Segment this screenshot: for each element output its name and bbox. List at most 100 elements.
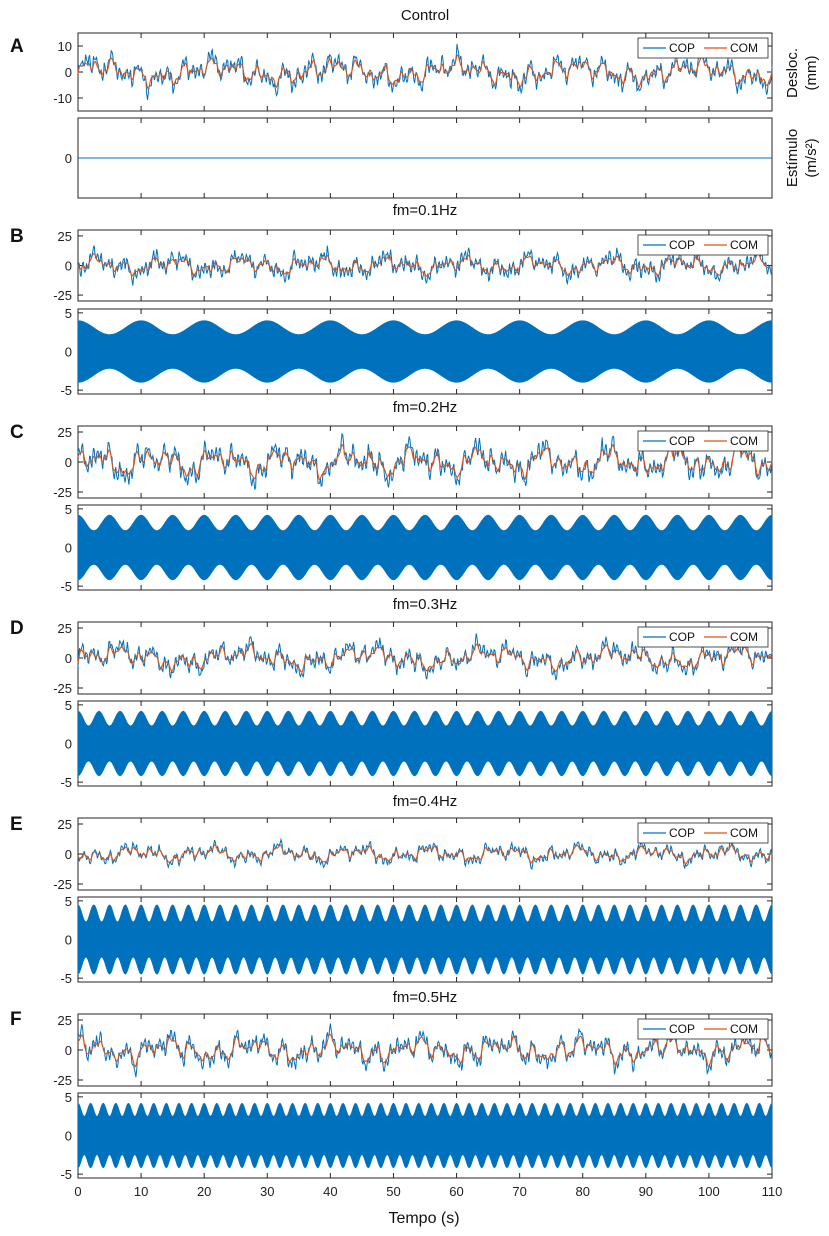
panel-a-displacement-ytick-label: -10 — [53, 91, 72, 106]
panel-c-stimulus-ytick-label: -5 — [60, 579, 72, 594]
panel-d-displacement-ytick-label: -25 — [53, 681, 72, 696]
panel-f-stimulus-envelope — [77, 1102, 773, 1169]
panel-f-displacement-ytick-label: -25 — [53, 1073, 72, 1088]
panel-e-displacement-ytick-label: -25 — [53, 877, 72, 892]
panel-d-stimulus-ytick-label: -5 — [60, 775, 72, 790]
panel-b-displacement-ytick-label: -25 — [53, 288, 72, 303]
panel-b-cop-line — [77, 240, 773, 286]
panel-b-displacement-axes: 25 0 -25 COP COM — [53, 229, 773, 303]
x-tick-label: 100 — [698, 1184, 720, 1199]
y-label-estimulo: Estímulo — [784, 129, 801, 187]
panel-b-com-line — [77, 251, 773, 277]
panel-a-stimulus-ytick-label: 0 — [65, 151, 72, 166]
panel-d-displacement-ytick-label: 25 — [58, 621, 72, 636]
panel-a-legend-box — [637, 37, 769, 59]
panel-e-label: E — [10, 814, 23, 835]
panel-f-displacement-ytick-label: 25 — [58, 1013, 72, 1028]
panel-b-label: B — [10, 226, 24, 247]
x-axis-ticklabels: 0 10 20 30 40 50 60 70 80 90 100 110 — [74, 1184, 782, 1199]
panel-c-legend-cop-label: COP — [669, 434, 695, 448]
y-label-desloc: Desloc. — [784, 48, 801, 98]
panel-b-legend-com-label: COM — [730, 238, 758, 252]
panel-b-stimulus-ytick-label: 5 — [65, 306, 72, 321]
panel-d-stimulus-ytick-label: 0 — [65, 737, 72, 752]
panel-e-stimulus-ytick-label: 5 — [65, 894, 72, 909]
panel-a-displacement-ytick-label: 10 — [58, 39, 72, 54]
panel-d-legend-box — [637, 626, 769, 648]
panel-c-displacement-ytick-label: 25 — [58, 425, 72, 440]
x-tick-label: 30 — [260, 1184, 274, 1199]
panel-c-displacement-axes: 25 0 -25 COP COM — [53, 425, 773, 500]
panel-c-title: fm=0.2Hz — [393, 399, 458, 416]
panel-f-displacement-axes: 25 0 -25 COP COM — [53, 1013, 773, 1088]
x-tick-label: 80 — [575, 1184, 589, 1199]
panel-d-stimulus-axes: 5 0 -5 — [60, 698, 773, 790]
y-label-ms2: (m/s²) — [803, 138, 820, 177]
x-tick-label: 40 — [323, 1184, 337, 1199]
panel-a-legend: COP COM — [637, 37, 769, 59]
panel-c-label: C — [10, 422, 24, 443]
panel-c-stimulus-ytick-label: 0 — [65, 541, 72, 556]
panel-a-stimulus-axes: 0 — [65, 117, 773, 199]
panel-e-stimulus-envelope — [77, 904, 773, 975]
panel-f-stimulus-ytick-label: -5 — [60, 1167, 72, 1182]
panel-d-displacement-ytick-label: 0 — [65, 651, 72, 666]
panel-e-stimulus-axes: 5 0 -5 — [60, 894, 773, 986]
panel-b-stimulus-ytick-label: -5 — [60, 383, 72, 398]
panel-f-legend: COP COM — [637, 1018, 769, 1040]
panel-f-legend-com-label: COM — [730, 1022, 758, 1036]
panel-d-stimulus-envelope — [77, 710, 773, 777]
panel-d-cop-line — [77, 633, 773, 681]
panel-e-legend-com-label: COM — [730, 826, 758, 840]
panel-c-stimulus-axes: 5 0 -5 — [60, 502, 773, 594]
panel-a-cop-line — [77, 43, 773, 100]
panel-e-legend-cop-label: COP — [669, 826, 695, 840]
panel-f-legend-box — [637, 1018, 769, 1040]
panel-b-displacement-ytick-label: 25 — [58, 229, 72, 244]
panel-d-label: D — [10, 618, 24, 639]
panel-c-legend-box — [637, 430, 769, 452]
y-label-mm: (mm) — [803, 56, 820, 91]
x-tick-label: 60 — [449, 1184, 463, 1199]
panel-b-stimulus-ytick-label: 0 — [65, 345, 72, 360]
panel-c-stimulus-envelope — [77, 514, 773, 581]
panel-d-legend-cop-label: COP — [669, 630, 695, 644]
panel-f-title: fm=0.5Hz — [393, 989, 458, 1006]
panel-c-com-line — [77, 443, 773, 481]
panel-e-title: fm=0.4Hz — [393, 793, 458, 810]
x-tick-label: 90 — [639, 1184, 653, 1199]
y-axis-label-stimulus: Estímulo (m/s²) — [784, 129, 820, 187]
panel-a-com-line — [77, 54, 773, 90]
panel-f-com-line — [77, 1033, 772, 1068]
panel-c-displacement-ytick-label: 0 — [65, 455, 72, 470]
panel-c-legend-com-label: COM — [730, 434, 758, 448]
panel-f-stimulus-axes: 5 0 -5 — [60, 1090, 773, 1182]
panel-b-legend-cop-label: COP — [669, 238, 695, 252]
panel-b-displacement-ytick-label: 0 — [65, 259, 72, 274]
panel-e-stimulus-ytick-label: -5 — [60, 971, 72, 986]
panel-b-legend: COP COM — [637, 234, 769, 256]
panel-b-title: fm=0.1Hz — [393, 202, 458, 219]
panel-f-label: F — [10, 1009, 22, 1030]
panel-a-displacement-ytick-label: 0 — [65, 65, 72, 80]
panel-a-title: Control — [401, 7, 449, 24]
panel-d-legend-com-label: COM — [730, 630, 758, 644]
panel-c-legend: COP COM — [637, 430, 769, 452]
x-axis-label: Tempo (s) — [388, 1210, 459, 1227]
panel-a-legend-com-label: COM — [730, 41, 758, 55]
panel-b-stimulus-envelope — [77, 320, 773, 383]
panel-e-stimulus-ytick-label: 0 — [65, 933, 72, 948]
panel-e-displacement-ytick-label: 0 — [65, 847, 72, 862]
panel-f-stimulus-ytick-label: 5 — [65, 1090, 72, 1105]
panel-e-legend: COP COM — [637, 822, 769, 844]
panel-e-legend-box — [637, 822, 769, 844]
panel-d-com-line — [77, 643, 773, 673]
x-tick-label: 110 — [762, 1184, 783, 1199]
x-tick-label: 10 — [134, 1184, 148, 1199]
panel-d-legend: COP COM — [637, 626, 769, 648]
panel-f-stimulus-ytick-label: 0 — [65, 1129, 72, 1144]
x-tick-label: 50 — [386, 1184, 400, 1199]
panel-e-displacement-axes: 25 0 -25 COP COM — [53, 817, 773, 892]
panel-a-label: A — [10, 36, 24, 57]
panel-c-stimulus-ytick-label: 5 — [65, 502, 72, 517]
